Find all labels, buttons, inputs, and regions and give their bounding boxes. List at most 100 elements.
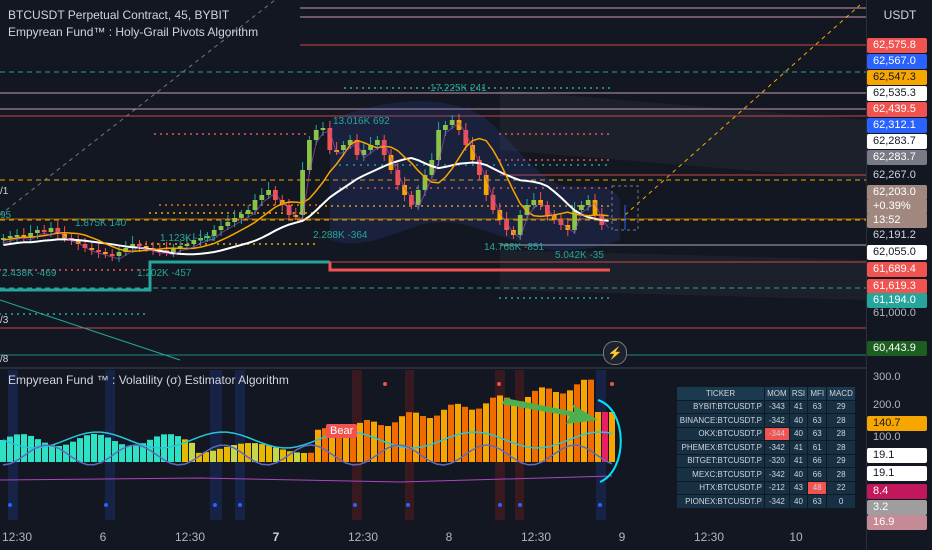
pivot-dot	[273, 204, 275, 206]
pivot-dot	[154, 133, 156, 135]
oscillator-label: 19.1	[867, 448, 927, 463]
pivot-dot	[374, 164, 376, 166]
histogram-bar	[609, 412, 615, 462]
histogram-bar	[294, 452, 300, 462]
table-row: PHEMEX:BTCUSDT.P -342 41 61 28	[676, 440, 856, 455]
histogram-bar	[322, 428, 328, 462]
price-axis[interactable]: USDT 62,575.8 62,567.0 62,547.3 62,535.3 62,…	[866, 0, 932, 550]
candle-body	[381, 140, 387, 155]
pivot-dot	[541, 159, 543, 161]
candle-body	[334, 150, 339, 152]
histogram-bar	[392, 422, 398, 462]
pivot-dot	[584, 187, 586, 189]
histogram-bar	[287, 451, 293, 462]
currency-label[interactable]: USDT	[883, 8, 917, 22]
pivot-dot	[53, 313, 55, 315]
candle-body	[483, 175, 489, 195]
pivot-dot	[29, 269, 31, 271]
pivot-dot	[511, 133, 513, 135]
pivot-dot	[553, 133, 555, 135]
price-chart[interactable]: 17.225K 241 13.016K 692 1.875K 140 1.123K -…	[0, 0, 866, 550]
pivot-dot	[505, 297, 507, 299]
candle-body	[177, 246, 183, 248]
signal-dot	[8, 503, 12, 507]
price-label: 62,567.0	[867, 54, 927, 69]
pivot-dot	[559, 297, 561, 299]
histogram-bar	[567, 390, 573, 462]
pivot-dot	[167, 212, 169, 214]
histogram-bar	[462, 406, 468, 462]
pivot-dot	[506, 87, 508, 89]
histogram-bar	[14, 434, 20, 462]
pivot-dot	[83, 313, 85, 315]
pivot-dot	[165, 204, 167, 206]
price-label: 61,689.4	[867, 262, 927, 277]
pivot-dot	[295, 243, 297, 245]
pivot-dot	[166, 133, 168, 135]
table-cell: 63	[807, 494, 828, 509]
histogram-bar	[203, 452, 209, 462]
pivot-dot	[416, 187, 418, 189]
table-cell: HTX:BTCUSDT.P	[676, 480, 765, 495]
candle-body	[171, 248, 176, 252]
pivot-dot	[113, 313, 115, 315]
candle-body	[429, 160, 435, 175]
pivot-dot	[488, 87, 490, 89]
pivot-dot	[556, 164, 558, 166]
candle-body	[123, 248, 129, 252]
pivot-dot	[433, 205, 435, 207]
pivot-dot	[397, 205, 399, 207]
time-label: 12:30	[520, 530, 552, 544]
pivot-dot	[232, 133, 234, 135]
pivot-dot	[17, 269, 19, 271]
histogram-bar	[28, 435, 34, 462]
time-label: 12:30	[174, 530, 206, 544]
pivot-dot	[476, 87, 478, 89]
pivot-dot	[35, 313, 37, 315]
pivot-dot	[197, 212, 199, 214]
pivot-dot	[173, 212, 175, 214]
pivot-dot	[607, 205, 609, 207]
pivot-dot	[403, 205, 405, 207]
table-cell: 63	[807, 413, 828, 428]
pivot-dot	[41, 269, 43, 271]
pivot-dot	[505, 133, 507, 135]
histogram-bar	[245, 443, 251, 462]
candle-body	[41, 230, 47, 232]
candle-body	[313, 130, 319, 140]
pivot-dot	[605, 164, 607, 166]
pivot-dot	[239, 212, 241, 214]
histogram-bar	[532, 390, 538, 462]
table-row: HTX:BTCUSDT.P -212 43 48 22	[676, 480, 856, 495]
pivot-dot	[409, 187, 411, 189]
pivot-dot	[583, 297, 585, 299]
histogram-bar	[441, 409, 447, 462]
signal-dot	[518, 503, 522, 507]
pivot-dot	[11, 269, 13, 271]
pivot-dot	[125, 313, 127, 315]
pivot-dot	[339, 187, 341, 189]
pivot-dot	[493, 164, 495, 166]
pivot-dot	[395, 187, 397, 189]
pivot-dot	[267, 204, 269, 206]
pivot-dot	[560, 87, 562, 89]
candle-body	[347, 140, 353, 145]
pivot-dot	[280, 133, 282, 135]
pivot-dot	[559, 133, 561, 135]
pivot-dot	[157, 243, 159, 245]
candle-body	[35, 230, 40, 233]
pivot-dot	[107, 313, 109, 315]
pivot-dot	[542, 87, 544, 89]
pivot-dot	[493, 187, 495, 189]
table-header: RSI	[788, 386, 809, 401]
pivot-dot	[469, 205, 471, 207]
candle-body	[218, 226, 224, 230]
time-label: 9	[618, 530, 626, 544]
table-row: OKX:BTCUSDT.P -344 40 63 28	[676, 426, 856, 441]
table-row: MEXC:BTCUSDT.P -342 40 66 28	[676, 467, 856, 482]
oscillator-label: 16.9	[867, 515, 927, 530]
pivot-dot	[107, 269, 109, 271]
histogram-bar	[42, 442, 48, 462]
table-cell: 41	[788, 440, 809, 455]
lightning-icon[interactable]: ⚡	[603, 341, 627, 365]
